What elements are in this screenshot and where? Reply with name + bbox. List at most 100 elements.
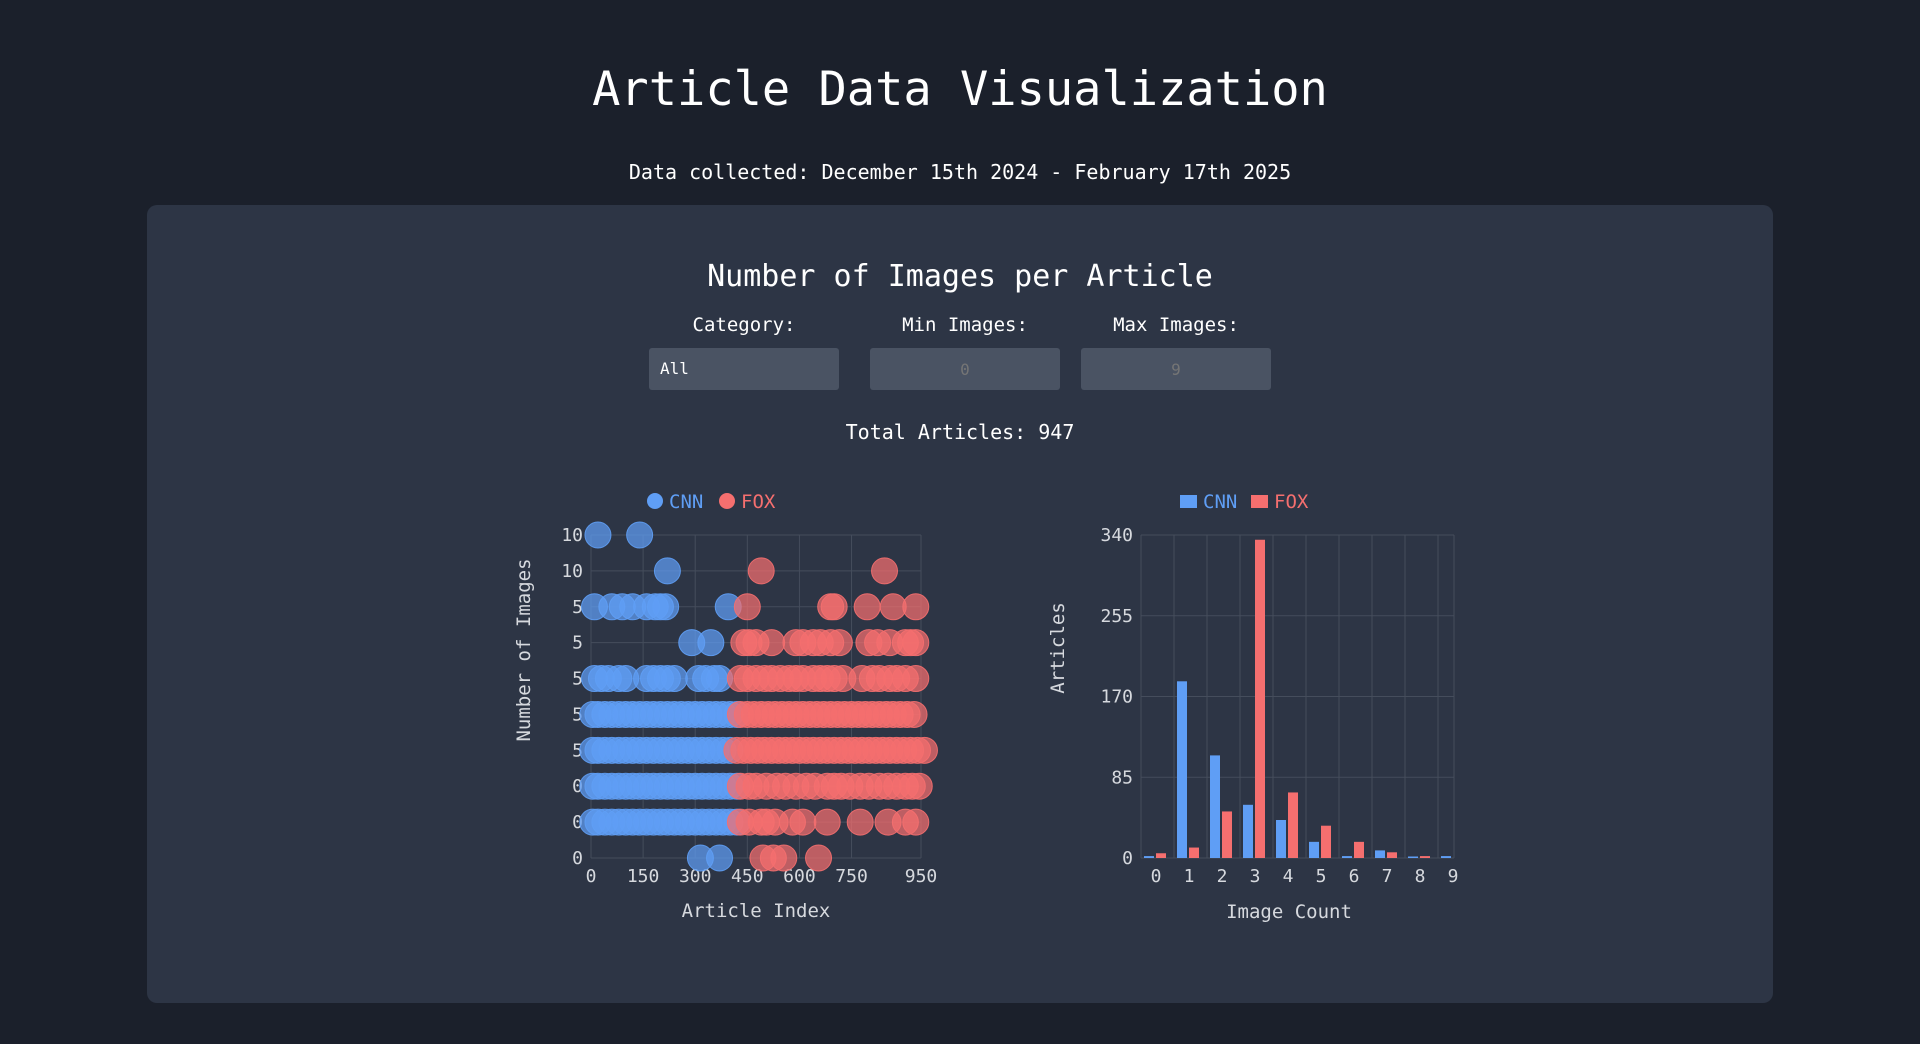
bar-cnn-4 [1276,820,1286,858]
legend-fox-swatch [719,493,735,509]
bar-cnn-8 [1408,856,1418,858]
x-tick-label: 150 [627,866,660,887]
x-tick-label: 750 [835,866,868,887]
max-images-input[interactable] [1081,348,1271,390]
bar-cnn-1 [1177,681,1187,858]
scatter-points [579,521,938,872]
bar-cnn-3 [1243,804,1253,858]
bar-cnn-7 [1375,850,1385,858]
max-images-label: Max Images: [1113,314,1239,336]
bar-y-tick-labels: 0 85 170 255 340 [1100,525,1133,869]
bar-fox-2 [1222,811,1232,858]
bar-fox-0 [1156,853,1166,858]
scatter-point-fox [789,808,817,836]
data-collected-subtitle: Data collected: December 15th 2024 - Feb… [628,160,1292,184]
legend-fox-label: FOX [1274,491,1309,513]
legend-cnn-swatch [1180,495,1197,508]
x-tick-label: 450 [731,866,764,887]
category-select[interactable]: All [649,348,839,390]
scatter-point-fox [905,772,933,800]
scatter-point-fox [910,736,938,764]
x-tick-label: 950 [905,866,938,887]
x-tick-label: 600 [783,866,816,887]
x-tick-label: 4 [1283,866,1294,887]
scatter-point-fox [805,844,833,872]
y-tick-label: 340 [1100,525,1133,546]
bar-y-axis-title: Articles [1047,602,1069,694]
y-tick-label: 5 [572,669,583,690]
chart-title: Number of Images per Article [707,259,1213,294]
min-images-input[interactable] [870,348,1060,390]
x-tick-label: 0 [586,866,597,887]
scatter-x-tick-labels: 0 150 300 450 600 750 950 [586,866,938,887]
x-tick-label: 300 [679,866,712,887]
scatter-legend: CNN FOX [647,491,776,513]
scatter-point-cnn [653,557,681,585]
y-tick-label: 5 [572,597,583,618]
y-tick-label: 10 [561,525,583,546]
total-articles: Total Articles: 947 [845,420,1075,444]
legend-cnn-swatch [647,493,663,509]
bars [1144,539,1451,858]
x-tick-label: 8 [1415,866,1426,887]
bar-fox-1 [1189,847,1199,858]
scatter-point-fox [825,629,853,657]
bar-cnn-2 [1210,755,1220,858]
x-tick-label: 2 [1217,866,1228,887]
bar-x-tick-labels: 0 1 2 3 4 5 6 7 8 9 [1151,866,1459,887]
scatter-point-cnn [584,521,612,549]
category-label: Category: [692,314,796,336]
x-tick-label: 3 [1250,866,1261,887]
scatter-point-fox [902,808,930,836]
x-tick-label: 9 [1448,866,1459,887]
scatter-point-fox [770,844,798,872]
scatter-point-fox [871,557,899,585]
scatter-point-cnn [652,593,680,621]
scatter-point-cnn [626,521,654,549]
bar-fox-5 [1321,825,1331,858]
scatter-point-fox [758,629,786,657]
y-tick-label: 0 [572,848,583,869]
scatter-point-fox [846,808,874,836]
bar-fox-8 [1420,856,1430,858]
chart-panel: Number of Images per Article Category: M… [147,205,1773,1003]
x-tick-label: 1 [1184,866,1195,887]
y-tick-label: 85 [1111,767,1133,788]
scatter-point-fox [902,629,930,657]
x-tick-label: 6 [1349,866,1360,887]
x-tick-label: 0 [1151,866,1162,887]
scatter-point-fox [853,593,881,621]
page-title: Article Data Visualization [592,62,1328,117]
y-tick-label: 5 [572,704,583,725]
scatter-point-fox [733,593,761,621]
scatter-y-axis-title: Number of Images [513,558,535,741]
min-images-label: Min Images: [902,314,1028,336]
scatter-point-fox [813,808,841,836]
legend-cnn-label: CNN [669,491,703,513]
y-tick-label: 10 [561,561,583,582]
scatter-y-tick-labels: 0 0 0 5 5 5 5 5 10 10 [561,525,583,869]
x-tick-label: 7 [1382,866,1393,887]
bar-fox-6 [1354,841,1364,858]
bar-chart: 0 85 170 255 340 0 1 2 3 4 5 6 7 8 9 CNN FOX Image Co… [1047,491,1459,923]
legend-fox-label: FOX [741,491,776,513]
bar-cnn-0 [1144,856,1154,858]
bar-cnn-5 [1309,841,1319,858]
bar-x-axis-title: Image Count [1226,901,1352,923]
scatter-point-fox [820,593,848,621]
y-tick-label: 0 [1122,848,1133,869]
scatter-point-fox [902,665,930,693]
legend-cnn-label: CNN [1203,491,1237,513]
bar-fox-3 [1255,539,1265,858]
x-tick-label: 5 [1316,866,1327,887]
bar-legend: CNN FOX [1180,491,1309,513]
y-tick-label: 0 [572,776,583,797]
scatter-point-cnn [706,844,734,872]
scatter-point-fox [902,593,930,621]
bar-fox-7 [1387,852,1397,858]
y-tick-label: 5 [572,740,583,761]
bar-fox-4 [1288,792,1298,858]
bar-cnn-6 [1342,856,1352,858]
legend-fox-swatch [1251,495,1268,508]
y-tick-label: 255 [1100,606,1133,627]
